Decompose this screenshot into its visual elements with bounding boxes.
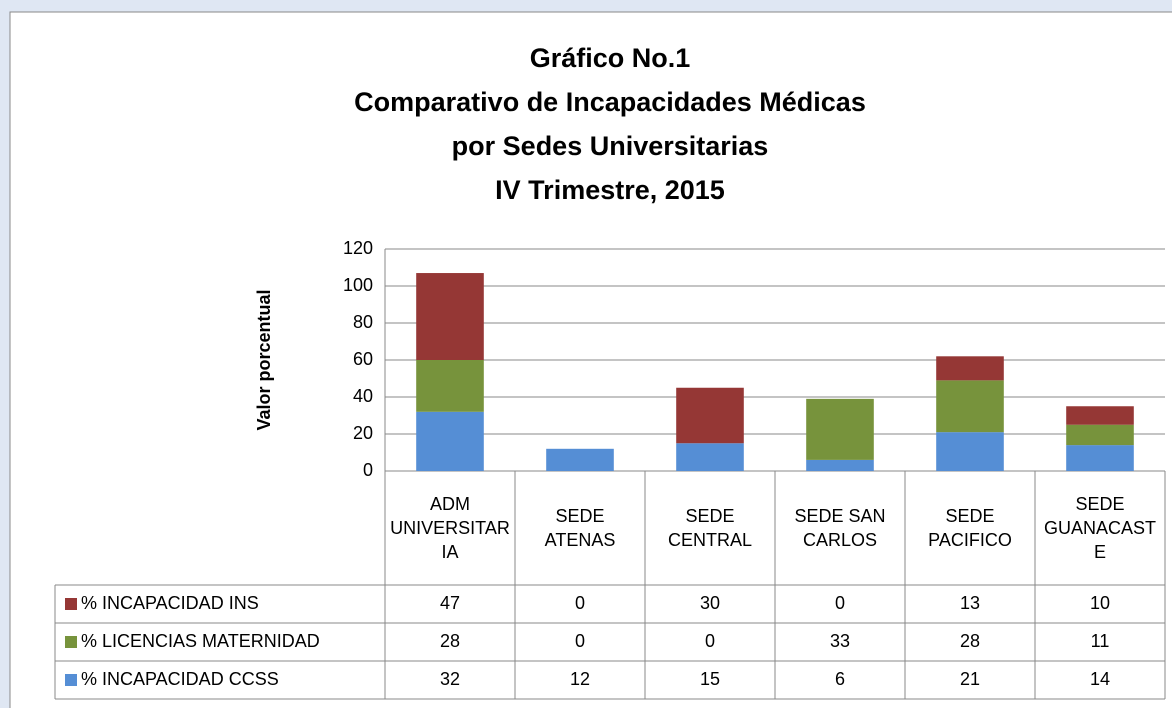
x-tick-label: SEDE ATENAS <box>544 506 616 550</box>
bar-segment <box>676 387 744 444</box>
data-label: 47 <box>440 593 460 613</box>
data-label: 28 <box>960 631 980 651</box>
y-tick-label: 60 <box>353 349 373 369</box>
legend-label: % LICENCIAS MATERNIDAD <box>81 631 320 651</box>
bar-segment <box>806 459 874 471</box>
legend-label: % INCAPACIDAD INS <box>81 593 259 613</box>
data-label: 32 <box>440 669 460 689</box>
data-label: 30 <box>700 593 720 613</box>
bar-segment <box>806 398 874 460</box>
bar-segment <box>546 448 614 471</box>
x-tick-label-box: SEDE ATENAS <box>544 506 616 550</box>
y-tick-label: 0 <box>363 460 373 480</box>
bar-segment <box>1066 424 1134 446</box>
data-label: 13 <box>960 593 980 613</box>
data-label: 0 <box>705 631 715 651</box>
data-label: 33 <box>830 631 850 651</box>
bar-segment <box>1066 445 1134 471</box>
data-label: 14 <box>1090 669 1110 689</box>
legend-swatch <box>65 674 77 686</box>
data-label: 6 <box>835 669 845 689</box>
bar-segment <box>936 356 1004 381</box>
x-tick-label: SEDE PACIFICO <box>928 506 1012 550</box>
legend-swatch <box>65 636 77 648</box>
x-tick-label: SEDE GUANACASTE <box>1043 494 1157 562</box>
bar-segment <box>1066 406 1134 425</box>
y-tick-label: 80 <box>353 312 373 332</box>
chart-title: Comparativo de Incapacidades Médicas <box>354 87 866 117</box>
data-label: 12 <box>570 669 590 689</box>
x-tick-label-box: ADM UNIVERSITARIA <box>390 494 510 562</box>
x-tick-label-box: SEDE CENTRAL <box>667 506 752 550</box>
data-label: 28 <box>440 631 460 651</box>
data-label: 11 <box>1091 631 1110 651</box>
x-tick-label-box: SEDE SAN CARLOS <box>794 506 886 550</box>
chart-title: IV Trimestre, 2015 <box>495 175 725 205</box>
data-label: 21 <box>960 669 980 689</box>
x-tick-label-box: SEDE PACIFICO <box>928 506 1012 550</box>
chart-title: Gráfico No.1 <box>530 43 691 73</box>
data-label: 0 <box>575 631 585 651</box>
legend-label: % INCAPACIDAD CCSS <box>81 669 279 689</box>
legend-swatch <box>65 598 77 610</box>
bar-segment <box>676 443 744 471</box>
bar-segment <box>936 380 1004 433</box>
y-tick-label: 20 <box>353 423 373 443</box>
bar-segment <box>416 273 484 360</box>
data-label: 10 <box>1090 593 1110 613</box>
chart-title: por Sedes Universitarias <box>452 131 769 161</box>
x-tick-label: SEDE SAN CARLOS <box>794 506 886 550</box>
data-label: 0 <box>835 593 845 613</box>
bar-segment <box>936 432 1004 471</box>
bar-segment <box>416 411 484 471</box>
y-tick-label: 100 <box>343 275 373 295</box>
data-label: 0 <box>575 593 585 613</box>
y-tick-label: 40 <box>353 386 373 406</box>
bar-segment <box>416 360 484 412</box>
x-tick-label: ADM UNIVERSITARIA <box>390 494 510 562</box>
data-label: 15 <box>700 669 720 689</box>
x-tick-label: SEDE CENTRAL <box>667 506 752 550</box>
y-tick-label: 120 <box>343 238 373 258</box>
y-axis-label: Valor porcentual <box>254 289 274 430</box>
x-tick-label-box: SEDE GUANACASTE <box>1043 494 1157 562</box>
